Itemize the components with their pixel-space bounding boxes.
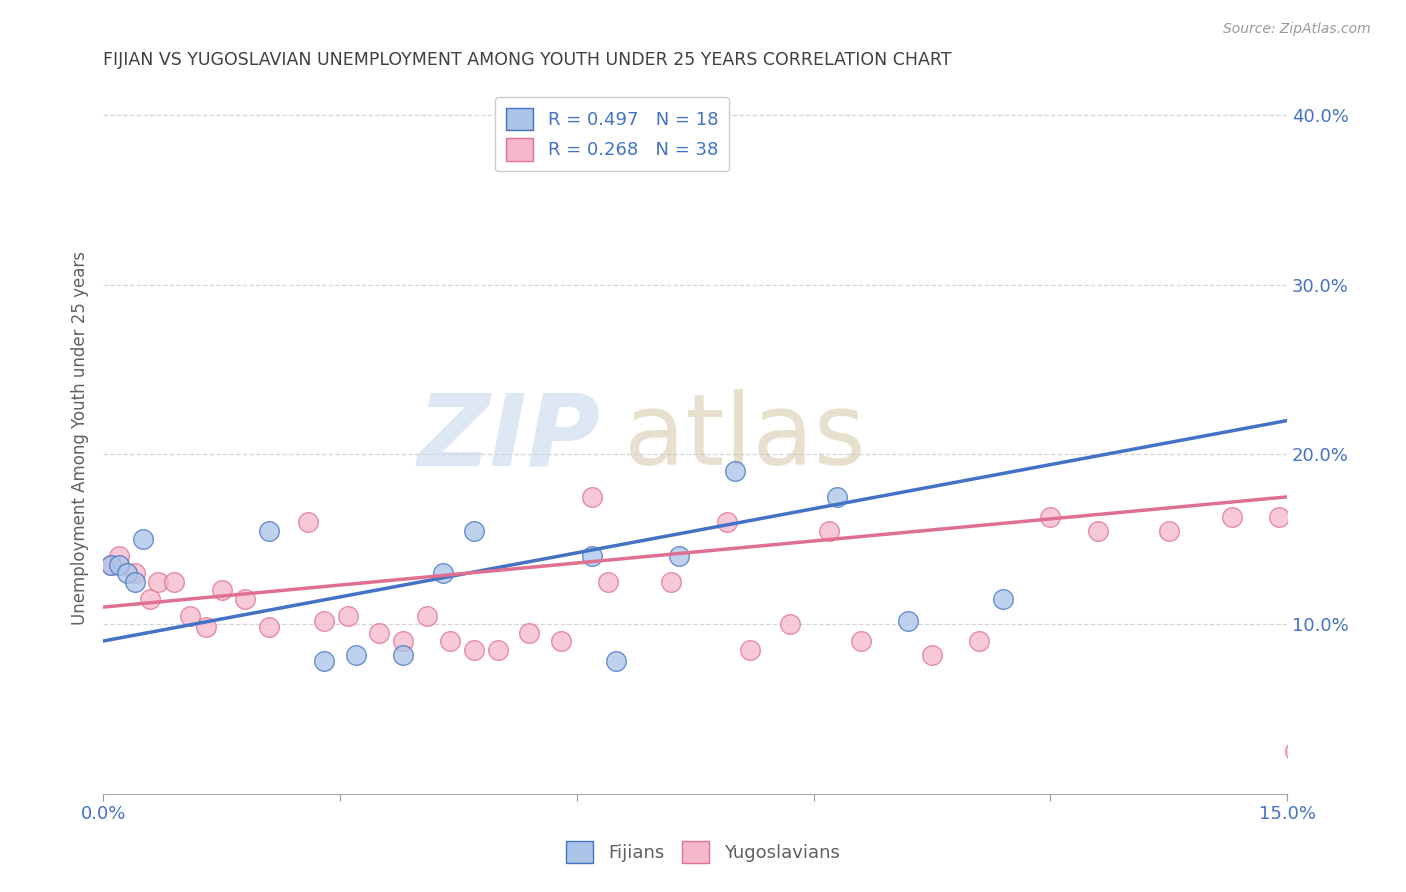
Point — [233, 591, 256, 606]
Point — [818, 524, 841, 538]
Point — [179, 608, 201, 623]
Point — [1157, 524, 1180, 538]
Point — [1039, 510, 1062, 524]
Point — [463, 524, 485, 538]
Text: ZIP: ZIP — [418, 389, 600, 486]
Point — [115, 566, 138, 581]
Legend: Fijians, Yugoslavians: Fijians, Yugoslavians — [557, 832, 849, 872]
Point — [100, 558, 122, 572]
Point — [463, 642, 485, 657]
Text: Source: ZipAtlas.com: Source: ZipAtlas.com — [1223, 22, 1371, 37]
Point — [921, 648, 943, 662]
Legend: R = 0.497   N = 18, R = 0.268   N = 38: R = 0.497 N = 18, R = 0.268 N = 38 — [495, 97, 730, 171]
Point — [668, 549, 690, 564]
Point — [392, 634, 415, 648]
Point — [486, 642, 509, 657]
Point — [139, 591, 162, 606]
Point — [194, 620, 217, 634]
Point — [825, 490, 848, 504]
Point — [605, 654, 627, 668]
Point — [257, 620, 280, 634]
Point — [581, 490, 603, 504]
Point — [779, 617, 801, 632]
Point — [257, 524, 280, 538]
Point — [1284, 744, 1306, 758]
Point — [723, 465, 745, 479]
Point — [416, 608, 439, 623]
Point — [148, 574, 170, 589]
Point — [967, 634, 990, 648]
Point — [897, 614, 920, 628]
Point — [131, 533, 153, 547]
Text: FIJIAN VS YUGOSLAVIAN UNEMPLOYMENT AMONG YOUTH UNDER 25 YEARS CORRELATION CHART: FIJIAN VS YUGOSLAVIAN UNEMPLOYMENT AMONG… — [103, 51, 952, 69]
Point — [211, 583, 233, 598]
Point — [581, 549, 603, 564]
Point — [108, 558, 131, 572]
Point — [1087, 524, 1109, 538]
Point — [991, 591, 1014, 606]
Point — [314, 654, 336, 668]
Point — [550, 634, 572, 648]
Point — [336, 608, 359, 623]
Point — [163, 574, 186, 589]
Point — [124, 566, 146, 581]
Point — [314, 614, 336, 628]
Point — [1220, 510, 1243, 524]
Point — [100, 558, 122, 572]
Point — [849, 634, 872, 648]
Point — [661, 574, 683, 589]
Point — [108, 549, 131, 564]
Point — [297, 516, 319, 530]
Text: atlas: atlas — [624, 389, 866, 486]
Point — [517, 625, 540, 640]
Point — [439, 634, 461, 648]
Point — [392, 648, 415, 662]
Point — [432, 566, 454, 581]
Point — [716, 516, 738, 530]
Y-axis label: Unemployment Among Youth under 25 years: Unemployment Among Youth under 25 years — [72, 251, 89, 624]
Point — [368, 625, 391, 640]
Point — [740, 642, 762, 657]
Point — [344, 648, 367, 662]
Point — [598, 574, 620, 589]
Point — [1268, 510, 1291, 524]
Point — [124, 574, 146, 589]
